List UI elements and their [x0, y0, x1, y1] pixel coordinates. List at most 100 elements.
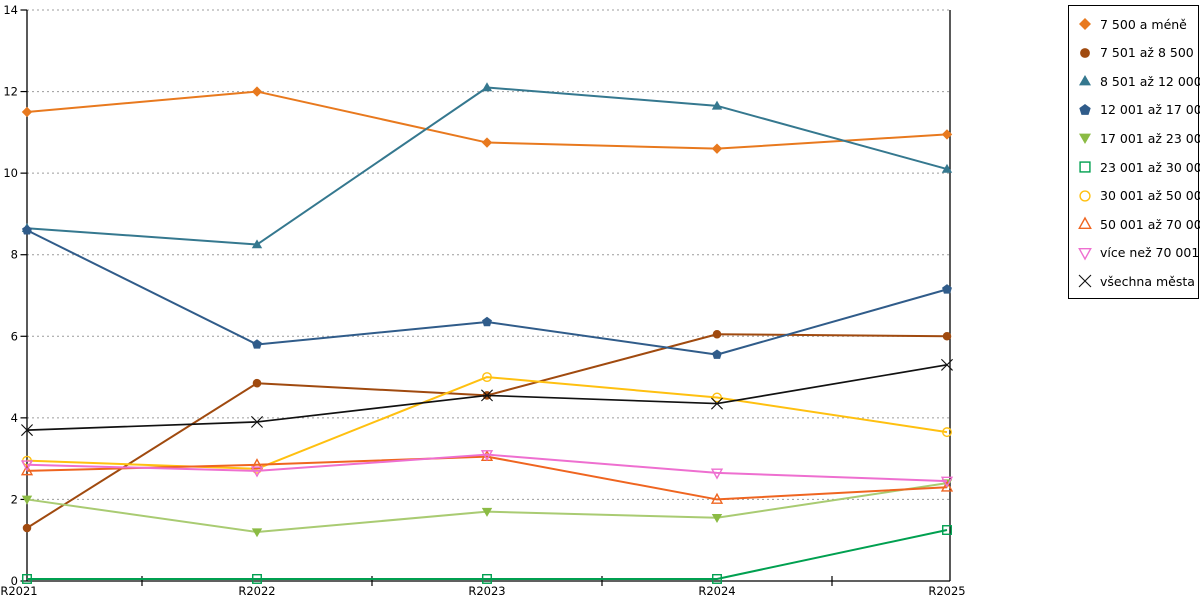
x-marker-icon: [251, 415, 263, 428]
circle-open-marker-icon: [482, 372, 492, 383]
y-axis-tick-label: 10: [3, 166, 18, 180]
triangle-down-open-legend-icon: [1078, 247, 1092, 261]
diamond-marker-icon: [1079, 18, 1091, 30]
circle-open-marker-icon: [942, 427, 952, 438]
diamond-marker-icon: [941, 129, 953, 140]
legend-label: 23 001 až 30 000: [1100, 159, 1200, 175]
circle-marker-icon: [942, 332, 952, 341]
pentagon-marker-icon: [482, 316, 492, 327]
series-1: [21, 86, 953, 154]
legend-label: 8 501 až 12 000: [1100, 73, 1200, 89]
series-line: [27, 529, 948, 580]
triangle-down-open-marker-icon: [940, 476, 954, 488]
legend-item: všechna města: [1077, 267, 1195, 295]
y-axis-tick-label: 6: [11, 329, 18, 343]
triangle-up-marker-icon: [711, 100, 723, 110]
square-open-marker-icon: [942, 525, 952, 535]
triangle-up-marker-icon: [251, 239, 263, 249]
square-open-marker-icon: [22, 573, 32, 584]
legend-label: 7 501 až 8 500: [1100, 45, 1194, 61]
pentagon-filled-legend-icon: [1079, 103, 1091, 115]
triangle-down-open-marker-icon: [20, 460, 34, 472]
x-marker-icon: [481, 389, 493, 402]
x-axis-tick-label: R2023: [468, 584, 505, 598]
legend: 7 500 a méně 7 501 až 8 500 8 501 až 12 00…: [1068, 5, 1200, 299]
circle-open-marker-icon: [1079, 189, 1091, 202]
circle-marker-icon: [252, 378, 262, 388]
diamond-filled-legend-icon: [1079, 18, 1091, 30]
y-axis-tick-label: 2: [11, 492, 18, 506]
triangle-up-open-marker-icon: [710, 492, 724, 504]
legend-item: 12 001 až 17 000: [1077, 96, 1200, 124]
diamond-marker-icon: [251, 86, 263, 97]
y-axis-tick-label: 8: [11, 248, 18, 262]
triangle-up-marker-icon: [481, 82, 493, 92]
legend-label: 50 001 až 70 000: [1100, 216, 1200, 232]
pentagon-marker-icon: [712, 349, 722, 359]
diamond-marker-icon: [21, 106, 33, 118]
triangle-up-filled-legend-icon: [1079, 75, 1091, 86]
series-line: [26, 455, 948, 501]
triangle-down-marker-icon: [251, 528, 263, 538]
circle-marker-icon: [1080, 47, 1090, 58]
legend-item: 7 501 až 8 500: [1077, 39, 1194, 67]
series-line: [26, 333, 948, 529]
legend-label: 12 001 až 17 000: [1100, 102, 1200, 118]
series-2: [22, 329, 952, 533]
x-axis-tick-label: R2025: [928, 584, 965, 598]
circle-filled-legend-icon: [1080, 47, 1090, 58]
y-axis-tick-label: 12: [3, 85, 18, 99]
x-axis-tick-label: R2022: [238, 584, 275, 598]
series-10: [21, 358, 953, 437]
series-line: [26, 453, 948, 483]
legend-item: 17 001 až 23 000: [1077, 124, 1200, 152]
square-open-marker-icon: [1079, 161, 1091, 173]
triangle-down-open-marker-icon: [710, 468, 724, 480]
triangle-down-open-marker-icon: [480, 450, 494, 462]
series-line: [26, 482, 948, 534]
legend-item: 30 001 až 50 000: [1077, 182, 1200, 210]
triangle-down-filled-legend-icon: [1079, 134, 1091, 145]
circle-marker-icon: [22, 523, 32, 533]
square-open-legend-icon: [1079, 161, 1091, 173]
pentagon-marker-icon: [22, 225, 32, 235]
x-axis-tick-label: R2021: [0, 584, 37, 598]
triangle-up-open-marker-icon: [250, 458, 264, 470]
series-4: [22, 225, 952, 359]
x-marker-icon: [1078, 275, 1092, 288]
triangle-up-open-marker-icon: [1078, 216, 1092, 230]
y-axis-tick-label: 14: [3, 3, 18, 17]
square-open-marker-icon: [712, 573, 722, 584]
legend-item: 8 501 až 12 000: [1077, 67, 1200, 95]
x-marker-icon: [941, 358, 953, 371]
diamond-marker-icon: [481, 137, 493, 148]
pentagon-marker-icon: [252, 339, 262, 349]
circle-marker-icon: [712, 329, 722, 339]
x-axis-tick-label: R2024: [698, 584, 735, 598]
legend-item: více než 70 001: [1077, 239, 1199, 267]
square-open-marker-icon: [252, 573, 262, 584]
legend-label: 7 500 a méně: [1100, 16, 1187, 32]
triangle-up-marker-icon: [941, 163, 953, 173]
x-marker-icon: [711, 397, 723, 410]
legend-item: 50 001 až 70 000: [1077, 210, 1200, 238]
pentagon-marker-icon: [1079, 103, 1091, 115]
series-line: [26, 86, 948, 246]
circle-open-marker-icon: [712, 392, 722, 403]
triangle-up-open-marker-icon: [940, 480, 954, 492]
series-6: [22, 525, 952, 584]
triangle-up-open-legend-icon: [1078, 216, 1092, 230]
triangle-down-open-marker-icon: [1078, 247, 1092, 261]
x-marker-icon: [21, 424, 33, 437]
series-5: [21, 479, 953, 538]
legend-item: 7 500 a méně: [1077, 10, 1187, 38]
x-legend-icon: [1078, 275, 1092, 288]
series-9: [20, 450, 954, 488]
circle-open-legend-icon: [1079, 189, 1091, 202]
y-axis-tick-label: 0: [11, 574, 18, 588]
series-3: [21, 82, 953, 249]
legend-item: 23 001 až 30 000: [1077, 153, 1200, 181]
triangle-down-open-marker-icon: [250, 466, 264, 478]
pentagon-marker-icon: [942, 284, 952, 294]
